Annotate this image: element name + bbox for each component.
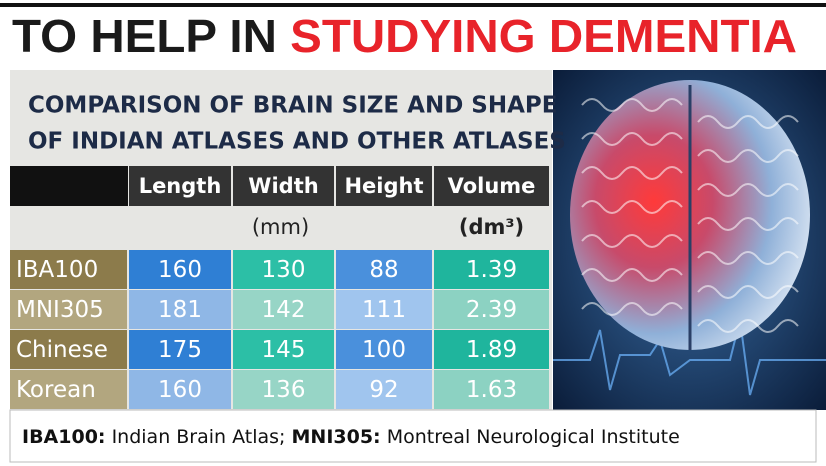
title-black: TO HELP IN — [12, 10, 277, 62]
fold — [581, 268, 683, 282]
row-label: MNI305 — [16, 297, 104, 323]
data-cell — [129, 330, 231, 369]
row-label: Korean — [16, 377, 96, 403]
column-header: Volume — [448, 174, 536, 198]
definition: Montreal Neurological Institute — [387, 426, 680, 448]
definition: Indian Brain Atlas; — [112, 426, 286, 448]
fold — [697, 217, 799, 231]
cell-value: 145 — [262, 337, 306, 363]
row-label: IBA100 — [16, 257, 98, 283]
cell-value: 111 — [362, 297, 406, 323]
fold — [697, 285, 799, 299]
row-label-cell — [10, 250, 127, 289]
unit-label: (dm³) — [459, 215, 524, 239]
fold — [581, 98, 683, 112]
data-cell — [233, 330, 334, 369]
fold — [697, 319, 799, 333]
data-cell — [336, 370, 432, 409]
cell-value: 1.39 — [466, 257, 517, 283]
caption-line: OF INDIAN ATLASES AND OTHER ATLASES — [28, 129, 566, 155]
cell-value: 88 — [369, 257, 398, 283]
fold — [697, 115, 799, 129]
header-cell — [129, 166, 231, 206]
data-cell — [129, 370, 231, 409]
cell-value: 136 — [262, 377, 306, 403]
row-label-cell — [10, 330, 127, 369]
header-corner — [10, 166, 128, 206]
cell-value: 181 — [158, 297, 202, 323]
fold — [697, 251, 799, 265]
data-cell — [129, 290, 231, 329]
header-cell — [434, 166, 549, 206]
brain-folds — [581, 98, 799, 333]
fold — [581, 302, 683, 316]
data-cell — [336, 290, 432, 329]
data-cell — [129, 250, 231, 289]
unit-label: (mm) — [252, 215, 309, 239]
data-cell — [336, 250, 432, 289]
cell-value: 130 — [262, 257, 306, 283]
ecg-line — [553, 319, 826, 396]
column-header: Length — [139, 174, 222, 198]
column-header: Height — [344, 174, 423, 198]
data-cell — [434, 290, 549, 329]
footnote: IBA100: Indian Brain Atlas; MNI305: Mont… — [22, 426, 680, 448]
fold — [697, 183, 799, 197]
data-cell — [233, 250, 334, 289]
cell-value: 2.39 — [466, 297, 517, 323]
fold — [581, 132, 683, 146]
header-cell — [336, 166, 432, 206]
title-red: STUDYING DEMENTIA — [290, 10, 797, 62]
column-header: Width — [248, 174, 318, 198]
cell-value: 1.63 — [466, 377, 517, 403]
cell-value: 100 — [362, 337, 406, 363]
fold — [581, 166, 683, 180]
row-label: Chinese — [16, 337, 108, 363]
data-cell — [434, 330, 549, 369]
cell-value: 1.89 — [466, 337, 517, 363]
data-cell — [233, 370, 334, 409]
title: TO HELP IN STUDYING DEMENTIA — [12, 10, 797, 62]
top-rule — [0, 3, 826, 7]
data-cell — [233, 290, 334, 329]
fold — [697, 149, 799, 163]
data-cell — [434, 370, 549, 409]
cell-value: 175 — [158, 337, 202, 363]
footnote-box — [9, 409, 817, 463]
cell-value: 160 — [158, 377, 202, 403]
fold — [581, 200, 683, 214]
cell-value: 142 — [262, 297, 306, 323]
data-cell — [336, 330, 432, 369]
term: MNI305: — [292, 426, 381, 448]
term: IBA100: — [22, 426, 106, 448]
row-label-cell — [10, 290, 127, 329]
data-cell — [434, 250, 549, 289]
caption-line: COMPARISON OF BRAIN SIZE AND SHAPE — [28, 93, 557, 119]
cell-value: 160 — [158, 257, 202, 283]
cell-value: 92 — [369, 377, 398, 403]
fold — [581, 234, 683, 248]
header-cell — [233, 166, 334, 206]
row-label-cell — [10, 370, 127, 409]
